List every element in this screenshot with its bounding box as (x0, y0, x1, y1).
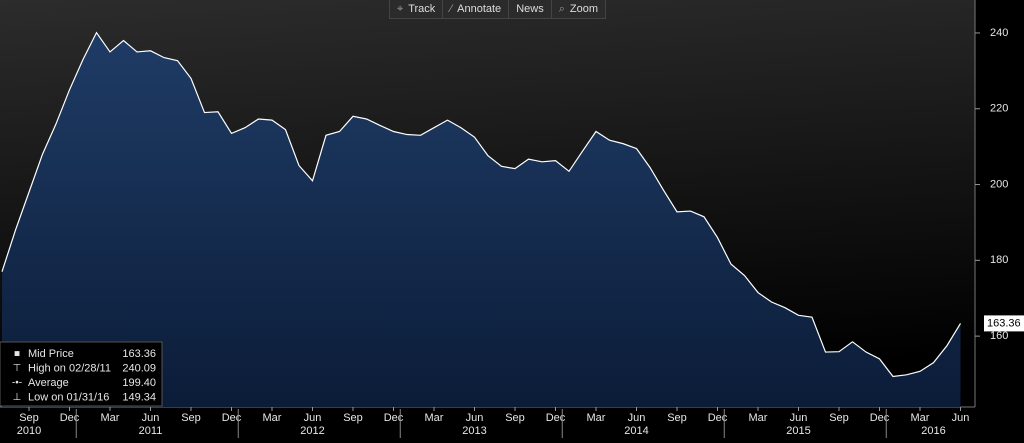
x-tick-label: Sep (19, 412, 39, 424)
toolbar-icon: ⌕ (558, 3, 565, 15)
legend-icon: ⊤ (13, 363, 22, 374)
y-tick-label: 160 (990, 330, 1008, 342)
x-tick-label: Sep (181, 412, 201, 424)
x-tick-label: Mar (911, 412, 930, 424)
toolbar: ⌖ Track ∕ Annotate News ⌕ Zoom (389, 0, 606, 19)
x-tick-label: Jun (790, 412, 808, 424)
toolbar-button[interactable]: ∕ Annotate (443, 0, 510, 18)
last-price-tag (984, 315, 1024, 332)
x-tick-label: Mar (749, 412, 768, 424)
toolbar-button[interactable]: News (509, 0, 552, 18)
x-tick-label: Jun (142, 412, 160, 424)
price-line (1, 31, 962, 378)
x-tick-label: Mar (587, 412, 606, 424)
y-tick-label: 200 (990, 178, 1008, 190)
year-label: 2011 (139, 425, 163, 437)
legend-label: High on 02/28/11 (28, 362, 111, 374)
legend-label: Low on 01/31/16 (28, 391, 109, 403)
toolbar-icon: ∕ (450, 3, 453, 15)
toolbar-label: Zoom (569, 3, 598, 15)
year-label: 2016 (921, 425, 945, 437)
x-tick-label: Jun (628, 412, 646, 424)
x-tick-label: Dec (708, 412, 728, 424)
x-tick-label: Sep (829, 412, 849, 424)
x-tick-label: Jun (304, 412, 322, 424)
toolbar-label: Track (408, 3, 436, 15)
x-tick-label: Sep (505, 412, 525, 424)
x-tick-label: Dec (222, 412, 242, 424)
year-label: 2010 (17, 425, 41, 437)
x-tick-label: Dec (384, 412, 404, 424)
x-tick-label: Dec (546, 412, 566, 424)
legend: ■ Mid Price 163.36 ⊤ High on 02/28/11 240.09 -… (0, 341, 163, 407)
x-tick-label: Jun (466, 412, 484, 424)
legend-value: 163.36 (122, 348, 156, 360)
legend-box (0, 341, 163, 407)
toolbar-button[interactable]: ⌖ Track (390, 0, 444, 18)
legend-label: Average (28, 377, 69, 389)
x-tick-label: Sep (343, 412, 363, 424)
y-tick-label: 240 (990, 27, 1008, 39)
x-tick-label: Mar (425, 412, 444, 424)
toolbar-label: Annotate (457, 3, 502, 15)
year-label: 2012 (300, 425, 324, 437)
toolbar-label: News (516, 3, 544, 15)
last-price-label: 163.36 (987, 317, 1021, 329)
toolbar-button[interactable]: ⌕ Zoom (552, 0, 605, 18)
x-tick-label: Jun (952, 412, 970, 424)
legend-icon: -•- (12, 378, 22, 389)
y-tick-label: 180 (990, 254, 1008, 266)
legend-value: 240.09 (122, 362, 156, 374)
x-tick-label: Dec (870, 412, 890, 424)
y-tick-label: 220 (990, 103, 1008, 115)
x-tick-label: Dec (60, 412, 80, 424)
x-tick-label: Sep (667, 412, 687, 424)
x-tick-label: Mar (263, 412, 282, 424)
x-tick-label: Mar (101, 412, 120, 424)
year-label: 2015 (786, 425, 810, 437)
area-fill (2, 32, 961, 408)
legend-icon: ■ (14, 349, 20, 360)
year-label: 2013 (462, 425, 486, 437)
legend-icon: ⊥ (13, 392, 22, 403)
legend-value: 149.34 (122, 391, 156, 403)
legend-label: Mid Price (28, 348, 74, 360)
toolbar-icon: ⌖ (397, 3, 404, 15)
legend-value: 199.40 (122, 377, 156, 389)
year-label: 2014 (624, 425, 648, 437)
